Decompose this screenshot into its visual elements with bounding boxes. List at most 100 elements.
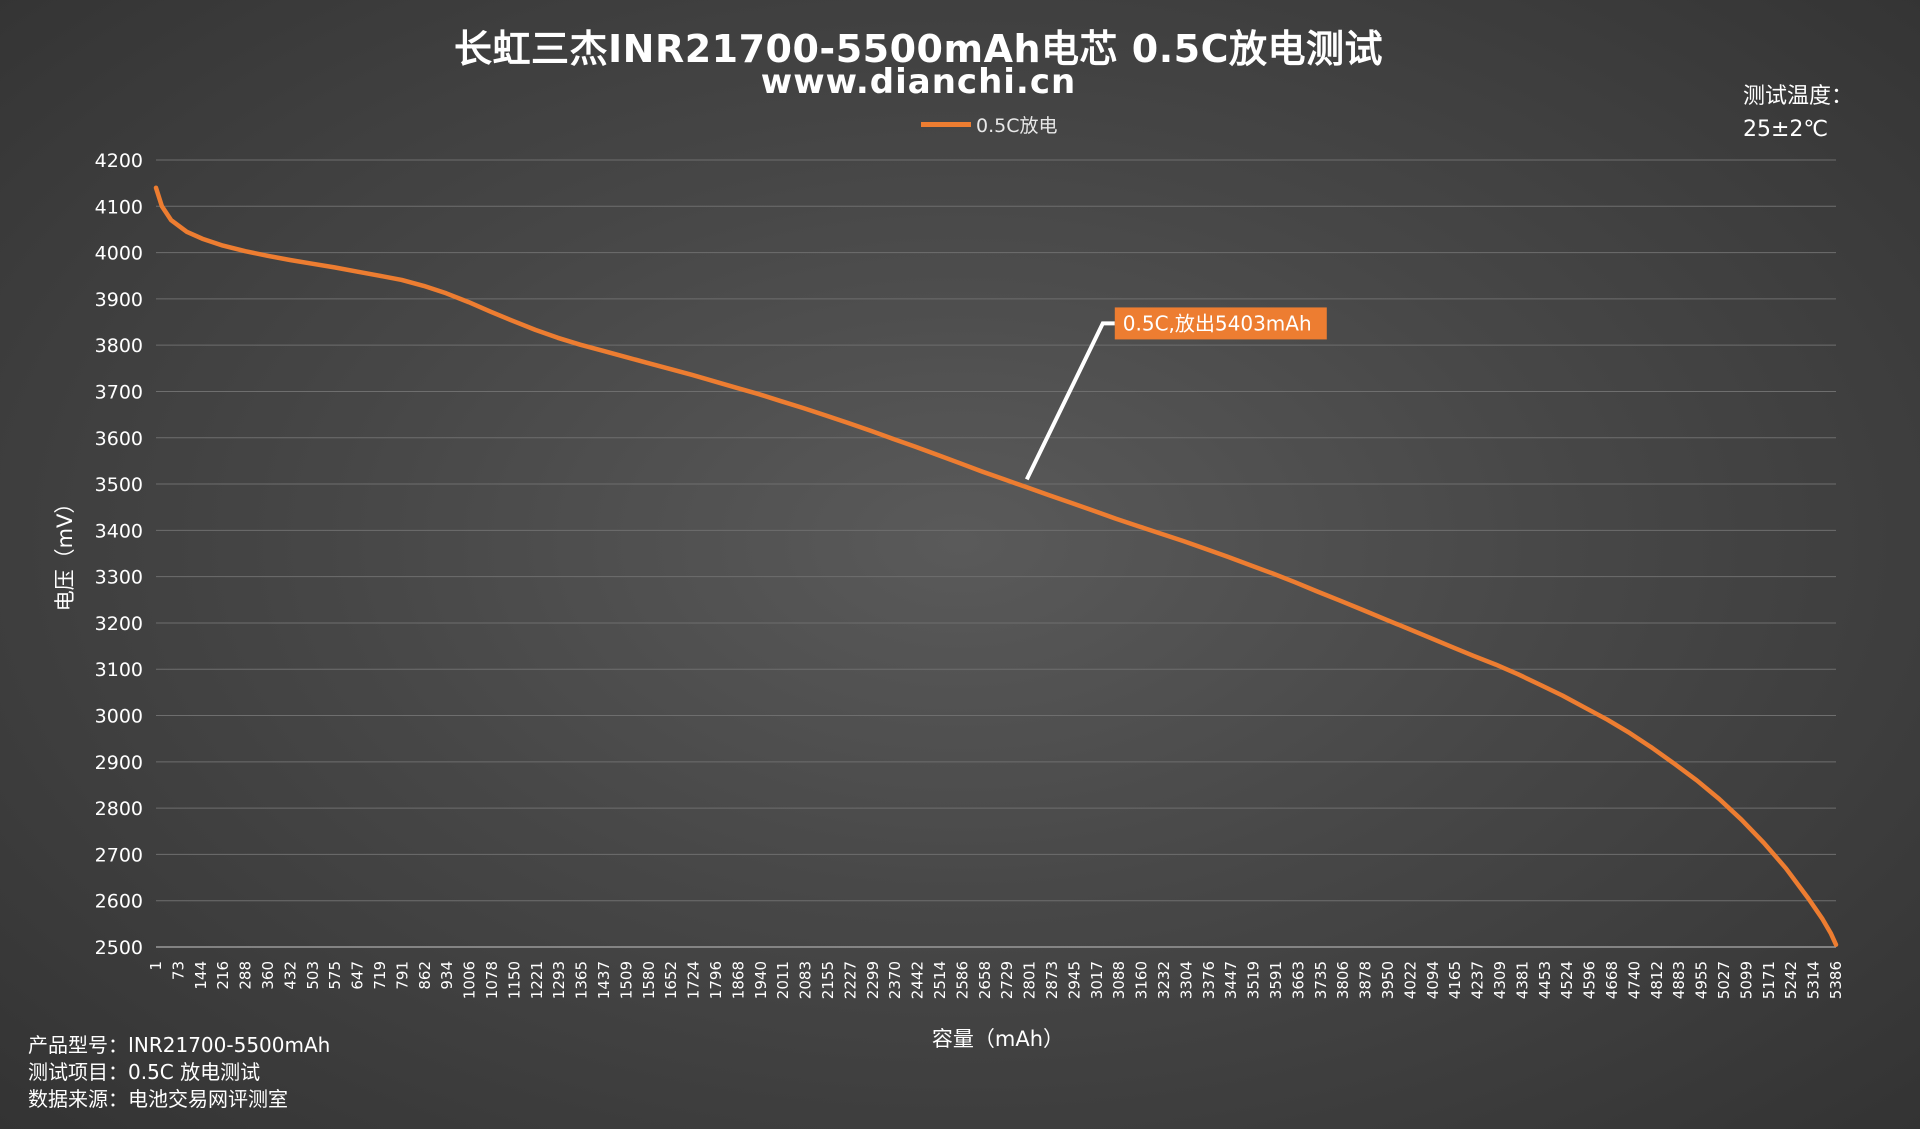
x-tick-label: 432 bbox=[281, 961, 299, 990]
annotation-box bbox=[1114, 307, 1327, 340]
x-tick-label: 1006 bbox=[461, 961, 479, 999]
x-tick-label: 3735 bbox=[1312, 961, 1330, 999]
x-tick-label: 2945 bbox=[1065, 961, 1083, 999]
test-item-value: 0.5C 放电测试 bbox=[128, 1060, 261, 1084]
x-tick-label: 1437 bbox=[595, 961, 613, 999]
x-tick-label: 3017 bbox=[1088, 961, 1106, 999]
y-tick-label: 3600 bbox=[95, 428, 143, 450]
x-tick-label: 4309 bbox=[1491, 961, 1509, 999]
x-tick-label: 2083 bbox=[797, 961, 815, 999]
y-tick-label: 2500 bbox=[95, 937, 143, 959]
x-tick-label: 503 bbox=[304, 961, 322, 990]
x-tick-label: 3447 bbox=[1222, 961, 1240, 999]
temperature-value: 25±2℃ bbox=[1743, 117, 1829, 142]
x-tick-label: 2370 bbox=[886, 961, 904, 999]
y-axis-label: 电压（mV） bbox=[53, 493, 77, 612]
x-tick-label: 2514 bbox=[931, 961, 949, 999]
x-tick-label: 5386 bbox=[1827, 961, 1845, 999]
x-tick-label: 3519 bbox=[1245, 961, 1263, 999]
x-tick-label: 4094 bbox=[1424, 961, 1442, 999]
x-tick-label: 4165 bbox=[1446, 961, 1464, 999]
x-tick-label: 216 bbox=[214, 961, 232, 990]
x-tick-label: 5242 bbox=[1782, 961, 1800, 999]
x-tick-label: 4740 bbox=[1625, 961, 1643, 999]
annotation-leader-line bbox=[1024, 321, 1115, 481]
x-tick-label: 3663 bbox=[1289, 961, 1307, 999]
x-tick-label: 1796 bbox=[707, 961, 725, 999]
x-tick-label: 1365 bbox=[573, 961, 591, 999]
chart-subtitle: www.dianchi.cn bbox=[760, 62, 1077, 102]
y-tick-label: 3000 bbox=[95, 706, 143, 728]
x-tick-label: 1940 bbox=[752, 961, 770, 999]
y-tick-label: 2700 bbox=[95, 844, 143, 866]
x-tick-label: 73 bbox=[169, 961, 187, 980]
x-tick-label: 2227 bbox=[841, 961, 859, 999]
x-tick-label: 647 bbox=[349, 961, 367, 990]
x-tick-label: 2873 bbox=[1043, 961, 1061, 999]
x-tick-label: 3806 bbox=[1334, 961, 1352, 999]
x-tick-label: 1 bbox=[147, 961, 165, 971]
x-tick-label: 1221 bbox=[528, 961, 546, 999]
x-tick-label: 3232 bbox=[1155, 961, 1173, 999]
x-tick-label: 2729 bbox=[998, 961, 1016, 999]
x-tick-label: 1724 bbox=[685, 961, 703, 999]
footer-info: 产品型号：INR21700-5500mAh 测试项目：0.5C 放电测试 数据来… bbox=[28, 1032, 330, 1113]
x-tick-label: 4596 bbox=[1581, 961, 1599, 999]
model-value: INR21700-5500mAh bbox=[128, 1033, 331, 1057]
y-tick-label: 3400 bbox=[95, 520, 143, 542]
test-temperature: 测试温度： 25±2℃ bbox=[1743, 80, 1853, 146]
annotation-label: 0.5C,放出5403mAh bbox=[1123, 311, 1312, 335]
x-tick-label: 575 bbox=[326, 961, 344, 990]
x-tick-label: 4812 bbox=[1648, 961, 1666, 999]
y-tick-label: 3800 bbox=[95, 335, 143, 357]
x-tick-label: 3950 bbox=[1379, 961, 1397, 999]
x-tick-label: 1868 bbox=[729, 961, 747, 999]
y-tick-label: 2900 bbox=[95, 752, 143, 774]
y-tick-label: 4100 bbox=[95, 196, 143, 218]
footer-source: 数据来源：电池交易网评测室 bbox=[28, 1086, 330, 1113]
x-tick-label: 4381 bbox=[1513, 961, 1531, 999]
y-tick-labels: 2500 2600 2700 2800 2900 3000 3100 3200 3300 3400… bbox=[95, 150, 143, 959]
legend: 0.5C放电 bbox=[921, 111, 1057, 138]
x-tick-label: 2442 bbox=[909, 961, 927, 999]
x-tick-label: 3088 bbox=[1110, 961, 1128, 999]
y-tick-label: 3300 bbox=[95, 567, 143, 589]
x-tick-label: 4955 bbox=[1693, 961, 1711, 999]
y-tick-label: 3100 bbox=[95, 659, 143, 681]
y-tick-label: 3900 bbox=[95, 289, 143, 311]
x-tick-label: 2011 bbox=[774, 961, 792, 999]
legend-label: 0.5C放电 bbox=[976, 115, 1058, 137]
y-tick-label: 3500 bbox=[95, 474, 143, 496]
x-tick-label: 3376 bbox=[1200, 961, 1218, 999]
x-tick-label: 1293 bbox=[550, 961, 568, 999]
x-tick-label: 719 bbox=[371, 961, 389, 990]
chart-title: 长虹三杰INR21700-5500mAh电芯 0.5C放电测试 bbox=[454, 27, 1383, 71]
x-tick-label: 4022 bbox=[1401, 961, 1419, 999]
source-label: 数据来源： bbox=[28, 1087, 128, 1111]
x-tick-label: 1150 bbox=[505, 961, 523, 999]
series-line-0-5c bbox=[153, 185, 1839, 947]
y-tick-label: 3200 bbox=[95, 613, 143, 635]
x-tick-label: 3591 bbox=[1267, 961, 1285, 999]
x-axis-label: 容量（mAh） bbox=[932, 1027, 1064, 1051]
legend-swatch bbox=[921, 122, 971, 127]
x-tick-label: 4237 bbox=[1469, 961, 1487, 999]
x-tick-label: 3160 bbox=[1133, 961, 1151, 999]
x-tick-label: 2299 bbox=[864, 961, 882, 999]
x-tick-label: 3304 bbox=[1177, 961, 1195, 999]
y-tick-label: 3700 bbox=[95, 381, 143, 403]
y-tick-label: 4000 bbox=[95, 243, 143, 265]
x-tick-label: 288 bbox=[237, 961, 255, 990]
y-tick-label: 4200 bbox=[95, 150, 143, 172]
x-tick-label: 3878 bbox=[1357, 961, 1375, 999]
x-tick-label: 934 bbox=[438, 961, 456, 990]
x-tick-label: 2155 bbox=[819, 961, 837, 999]
x-tick-label: 4524 bbox=[1558, 961, 1576, 999]
x-tick-label: 5099 bbox=[1737, 961, 1755, 999]
x-tick-label: 4668 bbox=[1603, 961, 1621, 999]
x-tick-label: 5314 bbox=[1805, 961, 1823, 999]
x-tick-label: 791 bbox=[393, 961, 411, 990]
x-tick-label: 5027 bbox=[1715, 961, 1733, 999]
y-tick-label: 2600 bbox=[95, 891, 143, 913]
